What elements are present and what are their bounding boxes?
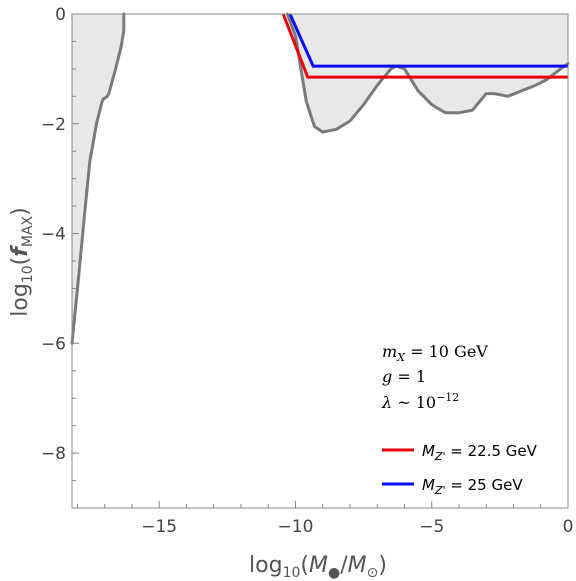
y-axis-label: log10(fMAX) [8, 207, 36, 316]
y-axis-ticks: 0 −2 −4 −6 −8 [41, 5, 79, 509]
y-tick-label: −4 [41, 225, 66, 245]
x-tick-label: −15 [141, 517, 177, 537]
x-tick-label: −10 [278, 517, 314, 537]
legend-entry-blue: MZ' = 25 GeV [422, 476, 523, 497]
legend-entry-red: MZ' = 22.5 GeV [422, 442, 538, 463]
annotation-lambda: λ ~ 10−12 [381, 391, 459, 412]
x-axis-label: log10(M●/M⊙) [249, 553, 387, 581]
constraint-regions [70, 12, 570, 345]
y-tick-label: −8 [41, 444, 66, 464]
annotation-g: g = 1 [382, 367, 426, 386]
series-line-blue [288, 13, 568, 68]
legend: MZ' = 22.5 GeV MZ' = 25 GeV [382, 442, 538, 497]
excluded-region-left [72, 14, 124, 344]
series-lines [281, 13, 568, 79]
x-tick-label: −5 [419, 517, 444, 537]
parameter-annotations: mX = 10 GeV g = 1 λ ~ 10−12 [381, 342, 488, 412]
x-axis-ticks: −15 −10 −5 0 [76, 501, 574, 537]
y-tick-label: −2 [41, 115, 66, 135]
x-tick-label: 0 [563, 517, 574, 537]
boundary-line-left [70, 12, 126, 345]
y-tick-label: 0 [55, 5, 66, 25]
series-line-red [281, 13, 568, 79]
annotation-mx: mX = 10 GeV [382, 342, 488, 364]
y-tick-label: −6 [41, 334, 66, 354]
excluded-region-right [287, 14, 568, 132]
boundary-line-right [285, 12, 570, 134]
